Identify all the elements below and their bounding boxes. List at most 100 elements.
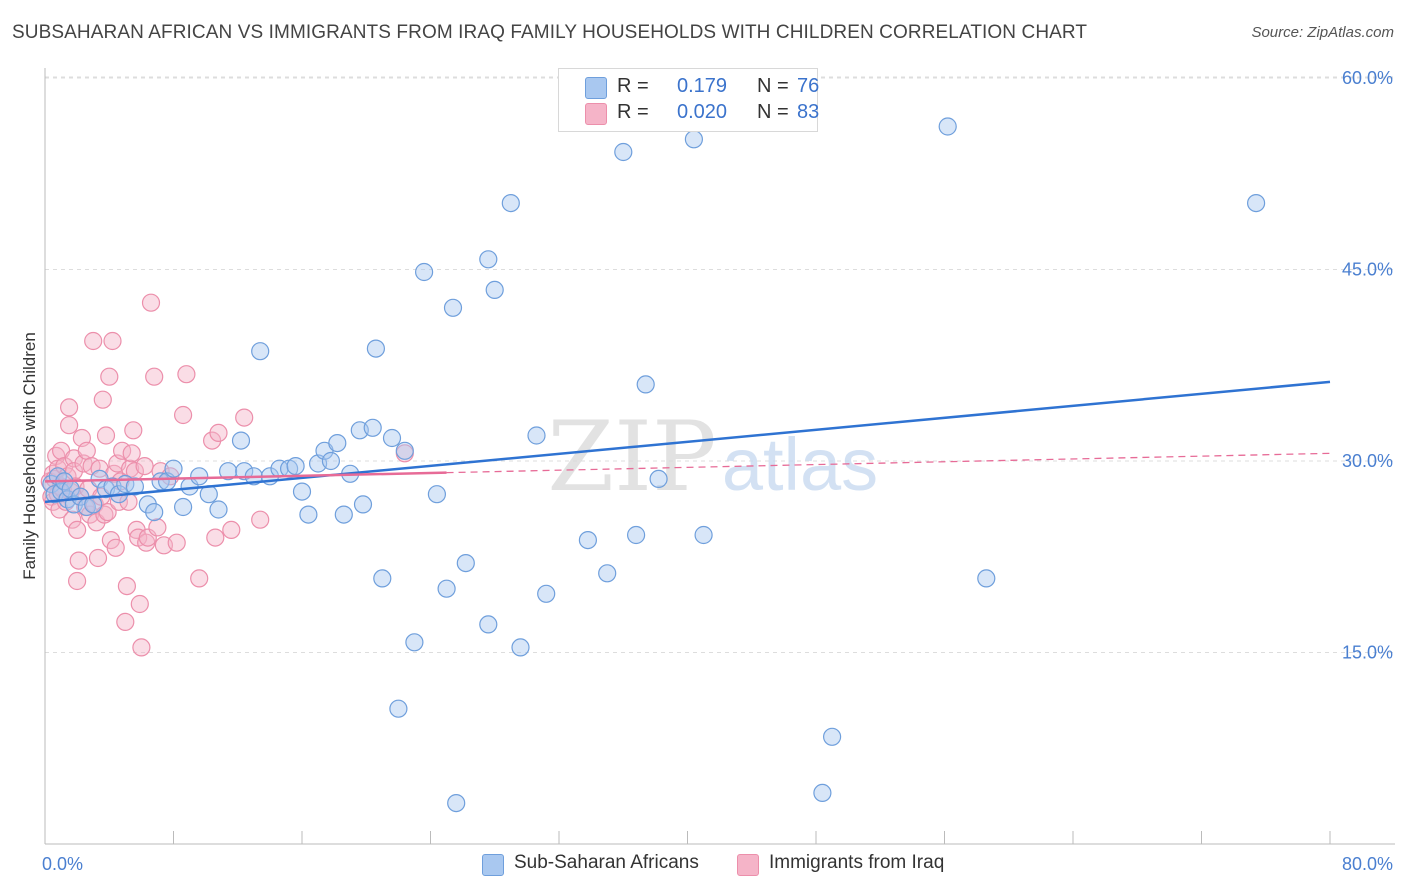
gridlines	[45, 76, 1395, 653]
r-value: 0.179	[677, 75, 728, 97]
data-point	[405, 633, 424, 652]
data-point	[366, 339, 385, 358]
data-point	[389, 699, 408, 718]
data-point	[59, 416, 79, 435]
data-point	[578, 530, 598, 550]
data-point	[415, 262, 434, 282]
y-tick-label: 30.0%	[1342, 451, 1393, 471]
correlation-legend: R = 0.179 N = 76 R = 0.020 N = 83	[558, 68, 820, 132]
data-point	[122, 444, 141, 463]
data-point	[235, 408, 254, 427]
data-point	[174, 497, 193, 517]
data-point	[456, 553, 475, 573]
data-point	[977, 569, 996, 588]
n-value: 76	[797, 75, 820, 97]
data-point	[190, 467, 209, 486]
data-point	[649, 469, 668, 488]
data-point	[63, 510, 82, 529]
data-point	[614, 142, 633, 162]
data-point	[145, 502, 164, 522]
data-point	[527, 426, 546, 445]
data-point	[501, 194, 520, 213]
chart-title: SUBSAHARAN AFRICAN VS IMMIGRANTS FROM IR…	[12, 22, 1088, 43]
data-point	[209, 500, 228, 519]
data-point	[67, 520, 87, 540]
series-sub-saharan-africans	[42, 102, 1266, 813]
data-point	[148, 518, 167, 537]
y-tick-label: 45.0%	[1342, 259, 1393, 279]
data-point	[363, 418, 382, 437]
trend-line-sub-saharan-africans	[44, 380, 1331, 504]
data-point	[67, 571, 87, 591]
data-point	[299, 505, 318, 524]
data-point	[427, 485, 446, 504]
tick-labels: 15.0% 30.0% 45.0% 60.0% 0.0% 80.0%	[42, 68, 1393, 874]
data-point	[286, 457, 305, 476]
data-point	[437, 579, 456, 598]
data-point	[636, 375, 655, 394]
data-point	[353, 495, 373, 514]
n-value: 83	[797, 101, 820, 123]
data-point	[626, 525, 646, 545]
data-point	[109, 492, 129, 511]
x-tick-label: 80.0%	[1342, 854, 1393, 874]
trend-line-iraq-solid	[44, 471, 447, 483]
data-point	[694, 525, 713, 545]
data-point	[100, 367, 119, 386]
legend-swatch-blue	[585, 77, 607, 99]
legend-label: Immigrants from Iraq	[769, 852, 945, 873]
axes	[44, 68, 1395, 845]
data-point	[328, 434, 347, 453]
data-point	[117, 576, 137, 596]
data-point	[145, 367, 164, 386]
y-tick-label: 60.0%	[1342, 68, 1393, 88]
legend-swatch-pink	[737, 854, 759, 876]
data-point	[485, 280, 504, 299]
data-point	[116, 612, 135, 632]
data-point	[684, 130, 704, 149]
data-point	[373, 569, 392, 588]
data-point	[93, 390, 112, 409]
data-point	[106, 538, 125, 557]
data-point	[174, 405, 193, 425]
legend-swatch-blue	[482, 854, 504, 876]
data-point	[59, 398, 79, 417]
data-point	[84, 331, 103, 351]
data-point	[84, 495, 103, 514]
data-point	[537, 584, 556, 603]
data-point	[55, 457, 74, 476]
data-point	[141, 293, 161, 312]
data-point	[443, 298, 463, 317]
data-point	[103, 331, 122, 351]
watermark-zip: ZIP	[547, 401, 716, 513]
data-point	[77, 441, 96, 460]
y-axis-title: Family Households with Children	[20, 332, 39, 580]
data-point	[167, 533, 186, 552]
data-point	[479, 615, 498, 634]
data-point	[98, 502, 117, 522]
source-credit: Source: ZipAtlas.com	[1251, 24, 1394, 41]
data-point	[251, 342, 270, 361]
data-point	[190, 569, 209, 588]
data-point	[251, 510, 270, 529]
data-point	[235, 462, 254, 481]
data-point	[130, 594, 149, 614]
trend-line-iraq-dashed	[446, 452, 1331, 474]
data-point	[90, 459, 109, 478]
data-point	[95, 505, 114, 524]
data-point	[164, 459, 183, 478]
data-point	[124, 421, 143, 440]
data-point	[334, 505, 353, 524]
n-label: N =	[757, 75, 789, 97]
data-point	[135, 457, 154, 476]
data-point	[938, 117, 957, 136]
data-point	[222, 520, 241, 540]
data-point	[96, 426, 116, 445]
trend-lines	[44, 380, 1331, 504]
x-tick-label: 0.0%	[42, 854, 83, 874]
data-point	[219, 462, 238, 481]
watermark: ZIP atlas	[547, 401, 878, 513]
r-label: R =	[617, 75, 649, 97]
n-label: N =	[757, 101, 789, 123]
